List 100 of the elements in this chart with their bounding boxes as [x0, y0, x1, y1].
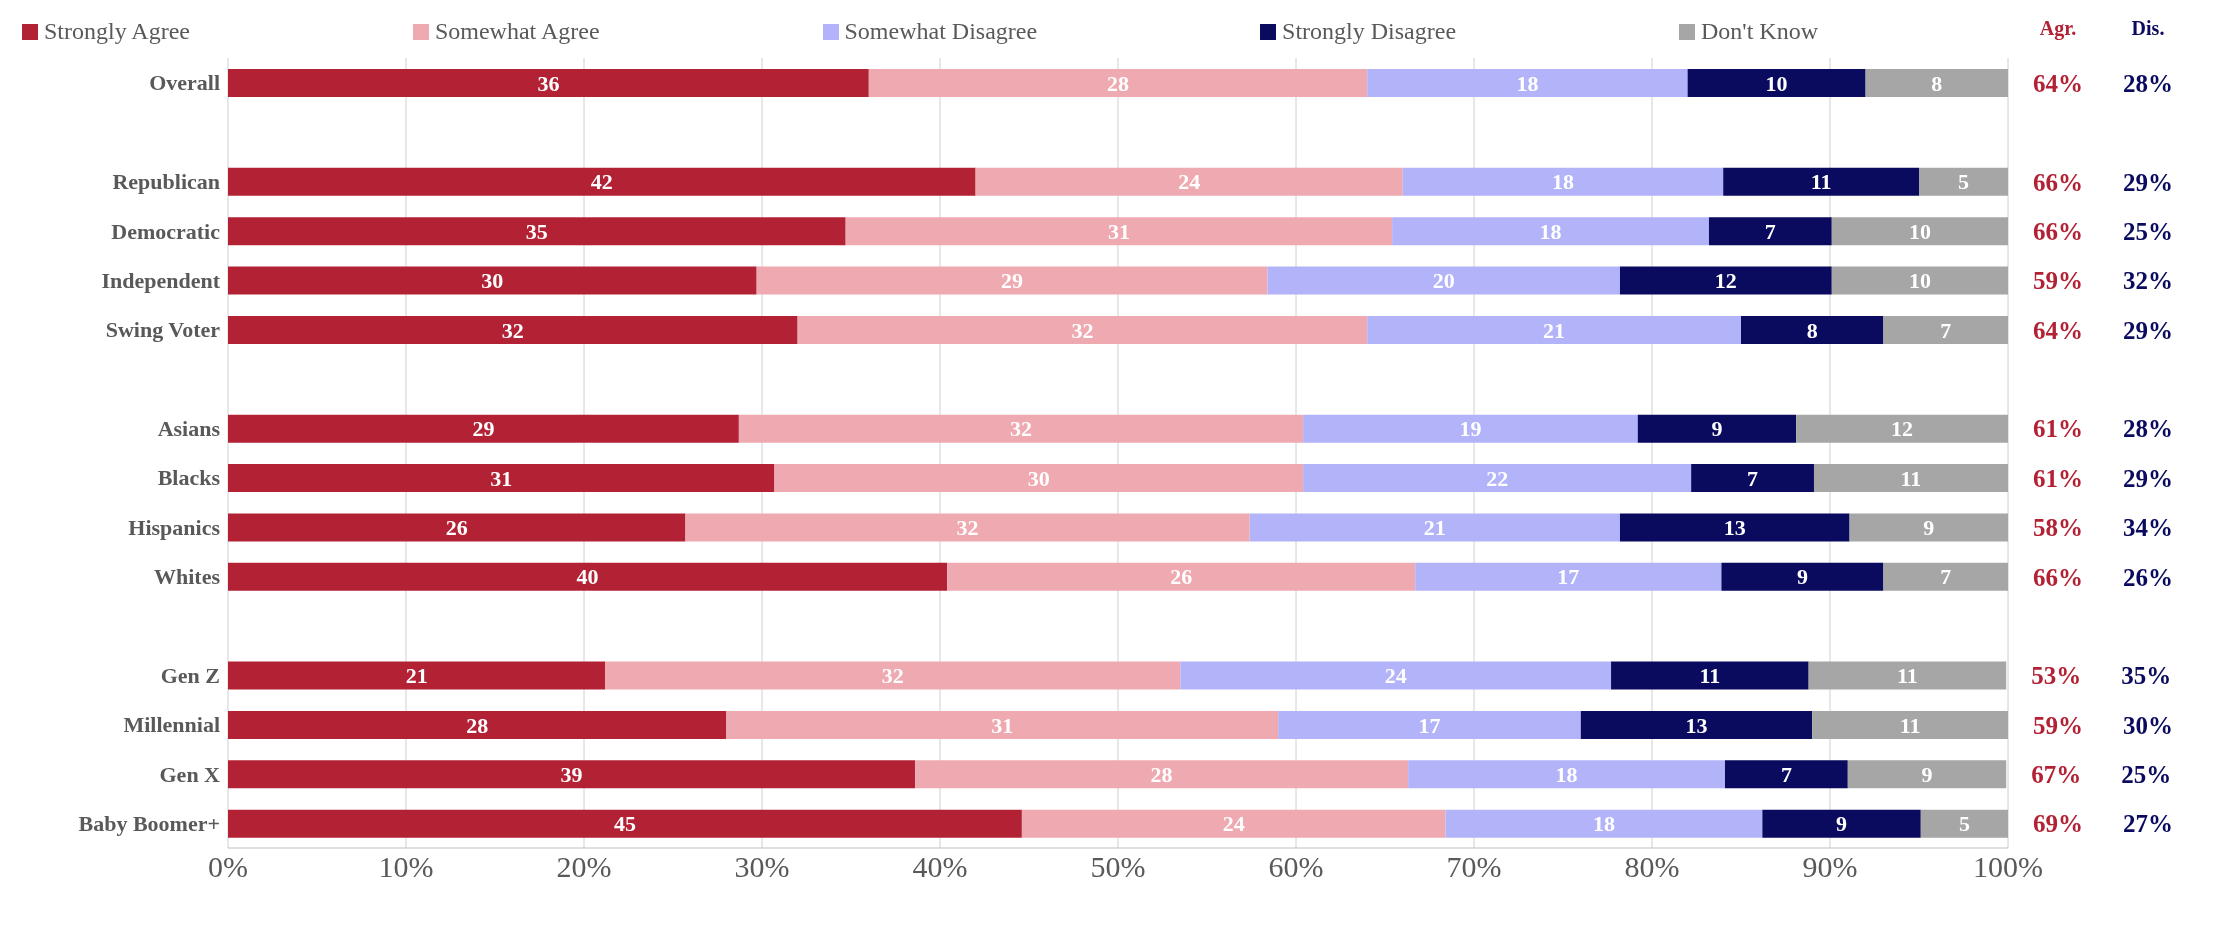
bar — [228, 661, 606, 690]
bar — [1808, 661, 2007, 690]
bar — [1367, 69, 1688, 97]
x-tick-label: 0% — [208, 850, 248, 884]
data-label: 9 — [1796, 564, 1808, 590]
x-tick-label: 80% — [1624, 850, 1680, 884]
data-label: 24 — [1178, 169, 1201, 195]
bar — [947, 562, 1416, 591]
data-label: 21 — [1543, 317, 1566, 343]
x-tick-label: 70% — [1446, 850, 1502, 884]
y-tick-label: Blacks — [157, 465, 221, 491]
data-label: 35 — [525, 218, 548, 244]
legend-label: Strongly Agree — [43, 18, 190, 45]
data-label: 12 — [1891, 416, 1914, 442]
text: 34% — [2123, 514, 2173, 542]
legend-label: Strongly Disagree — [1281, 18, 1457, 45]
bar — [1303, 414, 1638, 443]
data-label: 11 — [1699, 663, 1721, 689]
data-label: 9 — [1921, 761, 1933, 787]
bar — [1883, 562, 2008, 591]
data-label: 40 — [576, 564, 599, 590]
bar — [1831, 266, 2008, 295]
bar — [1619, 266, 1832, 295]
bar — [738, 414, 1304, 443]
data-label: 32 — [1009, 416, 1032, 442]
text: 29% — [2123, 168, 2173, 196]
data-label: 32 — [956, 515, 979, 541]
bar — [868, 69, 1368, 97]
data-label: 18 — [1539, 218, 1562, 244]
bar — [1021, 809, 1446, 838]
bar — [1580, 710, 1813, 739]
bar — [756, 266, 1268, 295]
data-label: 31 — [1107, 218, 1130, 244]
data-label: 9 — [1836, 811, 1848, 837]
bar — [1796, 414, 2008, 443]
data-label: 29 — [1001, 268, 1024, 294]
data-label: 13 — [1723, 515, 1746, 541]
bar — [1883, 315, 2008, 344]
bar — [228, 562, 948, 591]
bar — [228, 710, 727, 739]
y-tick-label: Overall — [149, 70, 220, 96]
bar — [228, 464, 775, 492]
x-tick-label: 20% — [556, 850, 612, 884]
text: 32% — [2123, 267, 2173, 295]
data-label: 11 — [1899, 712, 1921, 738]
bar — [1762, 809, 1921, 838]
text: 53% — [2031, 662, 2082, 690]
data-label: 18 — [1555, 761, 1578, 787]
data-label: 21 — [1423, 515, 1446, 541]
bar — [975, 167, 1403, 196]
bar — [1865, 69, 2008, 97]
bar — [1249, 513, 1620, 542]
data-label: 31 — [490, 465, 513, 491]
bar — [1278, 710, 1581, 739]
bar — [1637, 414, 1797, 443]
y-tick-label: Hispanics — [128, 514, 221, 540]
y-tick-label: Swing Voter — [105, 317, 221, 343]
data-label: 30 — [481, 268, 504, 294]
bar — [1721, 562, 1884, 591]
text: 66% — [2033, 563, 2083, 591]
data-label: 7 — [1940, 317, 1952, 343]
data-label: 9 — [1711, 416, 1723, 442]
legend-label: Don't Know — [1700, 18, 1818, 45]
text: 35% — [2121, 662, 2172, 690]
data-label: 45 — [613, 811, 636, 837]
data-label: 10 — [1908, 218, 1931, 244]
text: 61% — [2033, 464, 2083, 492]
text: 28% — [2123, 69, 2173, 97]
bar — [228, 266, 757, 295]
data-label: 18 — [1592, 811, 1615, 837]
bar — [1920, 809, 2008, 838]
bar — [228, 414, 739, 443]
bar — [1415, 562, 1722, 591]
bar — [1847, 760, 2007, 789]
x-tick-label: 100% — [1973, 850, 2043, 884]
text: 64% — [2033, 69, 2083, 97]
bar — [1691, 464, 1814, 492]
data-label: 30 — [1027, 465, 1050, 491]
bar — [1831, 217, 2008, 246]
bar — [1611, 661, 1809, 690]
x-tick-label: 10% — [378, 850, 434, 884]
data-label: 12 — [1714, 268, 1737, 294]
data-label: 11 — [1900, 465, 1922, 491]
bar — [228, 217, 846, 246]
text: Agr. — [2039, 17, 2077, 40]
data-label: 18 — [1552, 169, 1574, 195]
bar — [228, 315, 798, 344]
data-label: 11 — [1897, 663, 1918, 689]
bar — [726, 710, 1279, 739]
bar — [1402, 167, 1724, 196]
legend-label: Somewhat Agree — [433, 18, 600, 45]
bar — [1849, 513, 2008, 542]
bar — [1919, 167, 2008, 196]
text: 66% — [2033, 217, 2083, 245]
data-label: 42 — [590, 169, 613, 195]
text: 69% — [2033, 810, 2083, 838]
data-label: 9 — [1923, 515, 1935, 541]
text: 64% — [2033, 316, 2083, 344]
data-label: 28 — [1107, 70, 1129, 96]
bar — [845, 217, 1393, 246]
